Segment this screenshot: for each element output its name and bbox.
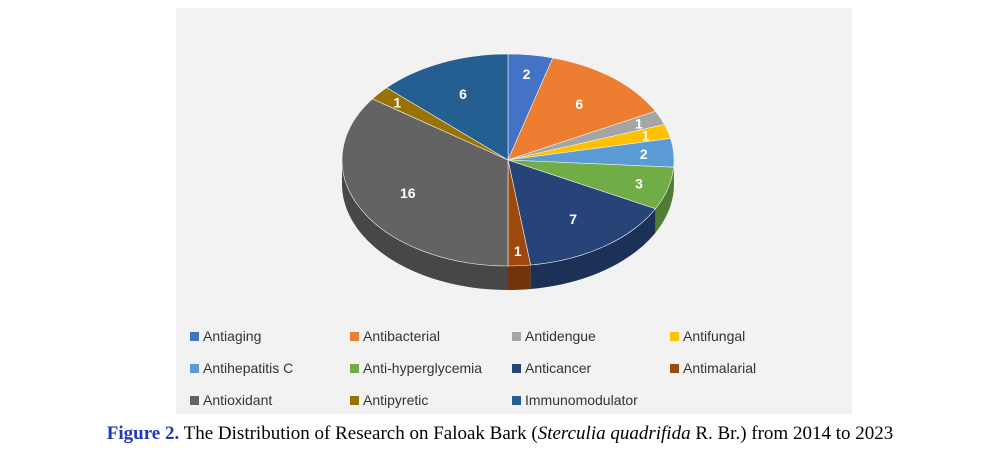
legend-label: Antioxidant (203, 392, 273, 408)
data-label: 16 (400, 185, 416, 201)
legend-swatch (512, 331, 521, 341)
legend-label: Antifungal (683, 328, 746, 344)
data-label: 7 (569, 211, 577, 227)
legend-swatch (190, 363, 199, 373)
pie-slice-immunomodulator (386, 53, 509, 161)
caption-text-end: R. Br.) from 2014 to 2023 (690, 423, 894, 444)
legend-item: Antidengue (512, 326, 670, 346)
legend-item: Antibacterial (350, 326, 512, 346)
pie-side-antimalarial (508, 265, 531, 290)
data-label: 3 (635, 175, 643, 191)
legend-swatch (190, 395, 199, 405)
legend-item: Antimalarial (670, 358, 820, 378)
data-label: 1 (635, 116, 643, 132)
pie-slice-anticancer (507, 159, 656, 266)
pie-slice-antioxidant (341, 98, 509, 267)
legend-label: Antidengue (525, 328, 596, 344)
legend-label: Immunomodulator (525, 392, 638, 408)
legend-label: Antipyretic (363, 392, 429, 408)
pie-side-group (342, 160, 674, 290)
legend-swatch (512, 363, 521, 373)
chart-area: 2 6 1 1 2 3 7 1 16 1 6 Antiaging Antibacterial Antid… (176, 8, 852, 414)
data-label: 2 (523, 66, 531, 82)
legend-item: Antifungal (670, 326, 820, 346)
legend-label: Antimalarial (683, 360, 757, 376)
legend-swatch (512, 395, 521, 405)
legend-label: Antiaging (203, 328, 262, 344)
legend-swatch (350, 331, 359, 341)
legend-item: Anti-hyperglycemia (350, 358, 512, 378)
data-label: 1 (514, 243, 522, 259)
pie-top-group (341, 53, 675, 267)
data-label: 1 (642, 127, 650, 143)
legend-label: Antihepatitis C (203, 360, 294, 376)
legend-swatch (190, 331, 199, 341)
legend-swatch (350, 395, 359, 405)
legend-item: Antiaging (190, 326, 350, 346)
data-label: 6 (575, 96, 583, 112)
data-label: 2 (640, 146, 648, 162)
legend-item: Immunomodulator (512, 390, 670, 410)
data-label: 6 (459, 86, 467, 102)
pie-side-anti-hyperglycemia (655, 167, 674, 233)
pie-slice-antibacterial (507, 57, 656, 161)
data-label: 1 (393, 94, 401, 110)
legend-item: Antioxidant (190, 390, 350, 410)
legend-swatch (670, 331, 679, 341)
pie-side-antioxidant (342, 160, 508, 290)
legend-label: Antibacterial (363, 328, 441, 344)
figure-caption: Figure 2. The Distribution of Research o… (0, 423, 1000, 445)
figure-label: Figure 2. (106, 423, 180, 444)
legend-item: Antipyretic (350, 390, 512, 410)
legend-label: Anticancer (525, 360, 592, 376)
caption-text: The Distribution of Research on Faloak B… (179, 423, 538, 444)
legend-item: Antihepatitis C (190, 358, 350, 378)
legend-label: Anti-hyperglycemia (363, 360, 483, 376)
legend: Antiaging Antibacterial Antidengue Antifung… (190, 326, 840, 410)
legend-swatch (350, 363, 359, 373)
species-name: Sterculia quadrifida (537, 423, 691, 444)
legend-swatch (670, 363, 679, 373)
pie-side-anticancer (530, 208, 656, 290)
legend-item: Anticancer (512, 358, 670, 378)
